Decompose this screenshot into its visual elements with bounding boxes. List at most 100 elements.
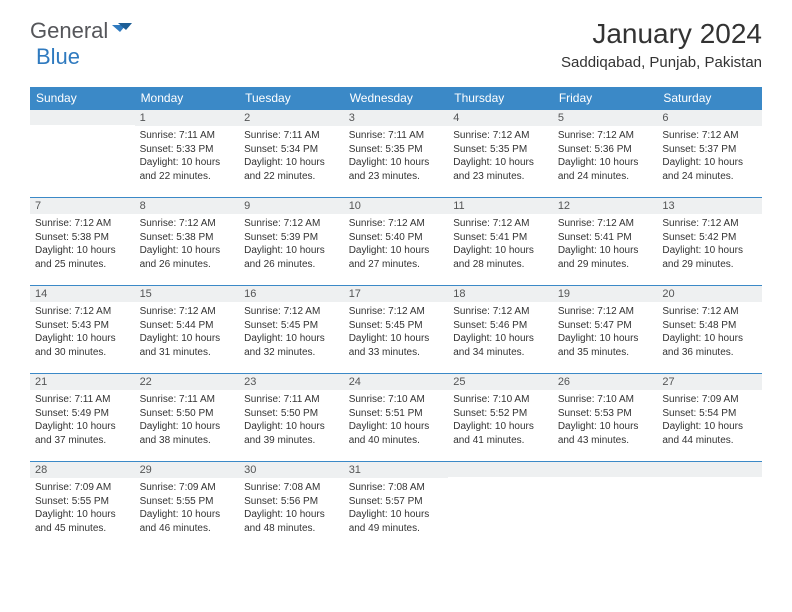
day-details: Sunrise: 7:11 AMSunset: 5:34 PMDaylight:… — [239, 126, 344, 187]
calendar-cell: 8Sunrise: 7:12 AMSunset: 5:38 PMDaylight… — [135, 197, 240, 285]
sunrise-text: Sunrise: 7:12 AM — [244, 305, 339, 319]
daylight-text: Daylight: 10 hours and 46 minutes. — [140, 508, 235, 535]
day-number: 22 — [135, 373, 240, 390]
daylight-text: Daylight: 10 hours and 41 minutes. — [453, 420, 548, 447]
day-details: Sunrise: 7:11 AMSunset: 5:50 PMDaylight:… — [135, 390, 240, 451]
sunrise-text: Sunrise: 7:12 AM — [453, 217, 548, 231]
sunset-text: Sunset: 5:51 PM — [349, 407, 444, 421]
header: General January 2024 Saddiqabad, Punjab,… — [0, 0, 792, 79]
day-number: 9 — [239, 197, 344, 214]
sunrise-text: Sunrise: 7:12 AM — [662, 305, 757, 319]
day-details: Sunrise: 7:12 AMSunset: 5:38 PMDaylight:… — [30, 214, 135, 275]
sunset-text: Sunset: 5:37 PM — [662, 143, 757, 157]
calendar-cell: 23Sunrise: 7:11 AMSunset: 5:50 PMDayligh… — [239, 373, 344, 461]
daylight-text: Daylight: 10 hours and 36 minutes. — [662, 332, 757, 359]
logo: General — [30, 18, 136, 44]
sunset-text: Sunset: 5:47 PM — [558, 319, 653, 333]
sunset-text: Sunset: 5:44 PM — [140, 319, 235, 333]
daylight-text: Daylight: 10 hours and 32 minutes. — [244, 332, 339, 359]
daylight-text: Daylight: 10 hours and 25 minutes. — [35, 244, 130, 271]
day-number: 8 — [135, 197, 240, 214]
calendar-cell: 28Sunrise: 7:09 AMSunset: 5:55 PMDayligh… — [30, 461, 135, 549]
daylight-text: Daylight: 10 hours and 26 minutes. — [244, 244, 339, 271]
day-number: 12 — [553, 197, 658, 214]
sunrise-text: Sunrise: 7:09 AM — [35, 481, 130, 495]
weekday-header: Tuesday — [239, 87, 344, 109]
day-details: Sunrise: 7:08 AMSunset: 5:57 PMDaylight:… — [344, 478, 449, 539]
day-details: Sunrise: 7:12 AMSunset: 5:38 PMDaylight:… — [135, 214, 240, 275]
daylight-text: Daylight: 10 hours and 40 minutes. — [349, 420, 444, 447]
weekday-header: Thursday — [448, 87, 553, 109]
day-number: 11 — [448, 197, 553, 214]
sunset-text: Sunset: 5:41 PM — [558, 231, 653, 245]
daylight-text: Daylight: 10 hours and 31 minutes. — [140, 332, 235, 359]
sunrise-text: Sunrise: 7:12 AM — [35, 305, 130, 319]
sunrise-text: Sunrise: 7:09 AM — [662, 393, 757, 407]
sunset-text: Sunset: 5:38 PM — [35, 231, 130, 245]
sunrise-text: Sunrise: 7:11 AM — [140, 393, 235, 407]
sunset-text: Sunset: 5:34 PM — [244, 143, 339, 157]
daylight-text: Daylight: 10 hours and 39 minutes. — [244, 420, 339, 447]
sunset-text: Sunset: 5:42 PM — [662, 231, 757, 245]
sunrise-text: Sunrise: 7:08 AM — [244, 481, 339, 495]
day-details: Sunrise: 7:12 AMSunset: 5:41 PMDaylight:… — [553, 214, 658, 275]
sunrise-text: Sunrise: 7:12 AM — [558, 217, 653, 231]
calendar-cell: 14Sunrise: 7:12 AMSunset: 5:43 PMDayligh… — [30, 285, 135, 373]
day-details: Sunrise: 7:12 AMSunset: 5:40 PMDaylight:… — [344, 214, 449, 275]
sunset-text: Sunset: 5:54 PM — [662, 407, 757, 421]
daylight-text: Daylight: 10 hours and 22 minutes. — [140, 156, 235, 183]
sunrise-text: Sunrise: 7:12 AM — [140, 305, 235, 319]
calendar-cell: 21Sunrise: 7:11 AMSunset: 5:49 PMDayligh… — [30, 373, 135, 461]
sunset-text: Sunset: 5:57 PM — [349, 495, 444, 509]
day-details: Sunrise: 7:08 AMSunset: 5:56 PMDaylight:… — [239, 478, 344, 539]
daylight-text: Daylight: 10 hours and 29 minutes. — [662, 244, 757, 271]
calendar-cell: 9Sunrise: 7:12 AMSunset: 5:39 PMDaylight… — [239, 197, 344, 285]
daylight-text: Daylight: 10 hours and 24 minutes. — [662, 156, 757, 183]
calendar-cell: 22Sunrise: 7:11 AMSunset: 5:50 PMDayligh… — [135, 373, 240, 461]
daylight-text: Daylight: 10 hours and 35 minutes. — [558, 332, 653, 359]
daylight-text: Daylight: 10 hours and 45 minutes. — [35, 508, 130, 535]
sunset-text: Sunset: 5:33 PM — [140, 143, 235, 157]
weekday-header: Saturday — [657, 87, 762, 109]
sunset-text: Sunset: 5:48 PM — [662, 319, 757, 333]
sunrise-text: Sunrise: 7:10 AM — [349, 393, 444, 407]
sunset-text: Sunset: 5:38 PM — [140, 231, 235, 245]
weekday-header: Monday — [135, 87, 240, 109]
day-details: Sunrise: 7:12 AMSunset: 5:44 PMDaylight:… — [135, 302, 240, 363]
sunrise-text: Sunrise: 7:10 AM — [453, 393, 548, 407]
day-details: Sunrise: 7:09 AMSunset: 5:54 PMDaylight:… — [657, 390, 762, 451]
day-details: Sunrise: 7:10 AMSunset: 5:51 PMDaylight:… — [344, 390, 449, 451]
sunrise-text: Sunrise: 7:12 AM — [349, 217, 444, 231]
daylight-text: Daylight: 10 hours and 48 minutes. — [244, 508, 339, 535]
sunset-text: Sunset: 5:50 PM — [140, 407, 235, 421]
daylight-text: Daylight: 10 hours and 26 minutes. — [140, 244, 235, 271]
daylight-text: Daylight: 10 hours and 38 minutes. — [140, 420, 235, 447]
calendar-cell: 20Sunrise: 7:12 AMSunset: 5:48 PMDayligh… — [657, 285, 762, 373]
sunset-text: Sunset: 5:40 PM — [349, 231, 444, 245]
day-details: Sunrise: 7:12 AMSunset: 5:45 PMDaylight:… — [344, 302, 449, 363]
calendar-table: Sunday Monday Tuesday Wednesday Thursday… — [30, 87, 762, 549]
calendar-cell: 29Sunrise: 7:09 AMSunset: 5:55 PMDayligh… — [135, 461, 240, 549]
day-number — [657, 461, 762, 477]
day-number: 19 — [553, 285, 658, 302]
sunset-text: Sunset: 5:39 PM — [244, 231, 339, 245]
calendar-cell: 18Sunrise: 7:12 AMSunset: 5:46 PMDayligh… — [448, 285, 553, 373]
sunset-text: Sunset: 5:35 PM — [453, 143, 548, 157]
sunrise-text: Sunrise: 7:12 AM — [35, 217, 130, 231]
calendar-cell: 13Sunrise: 7:12 AMSunset: 5:42 PMDayligh… — [657, 197, 762, 285]
day-details: Sunrise: 7:11 AMSunset: 5:33 PMDaylight:… — [135, 126, 240, 187]
calendar-cell: 7Sunrise: 7:12 AMSunset: 5:38 PMDaylight… — [30, 197, 135, 285]
daylight-text: Daylight: 10 hours and 23 minutes. — [453, 156, 548, 183]
sunrise-text: Sunrise: 7:12 AM — [349, 305, 444, 319]
sunrise-text: Sunrise: 7:12 AM — [140, 217, 235, 231]
sunset-text: Sunset: 5:55 PM — [35, 495, 130, 509]
sunset-text: Sunset: 5:53 PM — [558, 407, 653, 421]
day-details: Sunrise: 7:12 AMSunset: 5:42 PMDaylight:… — [657, 214, 762, 275]
logo-text-general: General — [30, 18, 108, 44]
daylight-text: Daylight: 10 hours and 28 minutes. — [453, 244, 548, 271]
day-details: Sunrise: 7:12 AMSunset: 5:45 PMDaylight:… — [239, 302, 344, 363]
calendar-row: 7Sunrise: 7:12 AMSunset: 5:38 PMDaylight… — [30, 197, 762, 285]
calendar-cell: 16Sunrise: 7:12 AMSunset: 5:45 PMDayligh… — [239, 285, 344, 373]
weekday-header: Friday — [553, 87, 658, 109]
sunrise-text: Sunrise: 7:11 AM — [244, 393, 339, 407]
